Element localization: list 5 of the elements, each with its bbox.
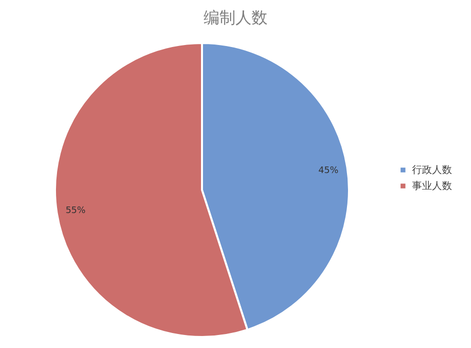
data-label: 55% bbox=[66, 206, 86, 216]
legend-label: 行政人数 bbox=[412, 165, 452, 176]
data-label: 45% bbox=[318, 166, 339, 176]
chart-title: 编制人数 bbox=[204, 8, 268, 27]
legend-label: 事业人数 bbox=[412, 180, 452, 192]
